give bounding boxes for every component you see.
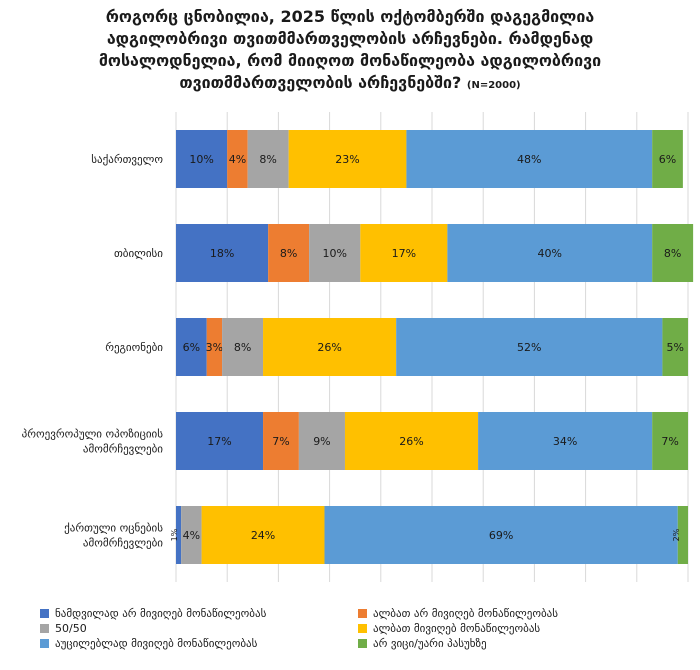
legend-item: ალბათ მივიღებ მონაწილეობას (358, 621, 540, 636)
bar-segment (324, 506, 678, 564)
data-label: 1% (170, 528, 179, 541)
legend-label: ალბათ მივიღებ მონაწილეობას (373, 622, 541, 635)
data-label: 9% (313, 435, 330, 448)
data-label: 3% (206, 341, 223, 354)
bar-segment (176, 412, 264, 470)
data-label: 18% (210, 247, 234, 260)
legend-swatch (358, 624, 367, 633)
category-label-line: ქართული ოცნების (64, 522, 163, 535)
title-line-1: როგორც ცნობილია, 2025 წლის ოქტომბერში და… (105, 7, 595, 26)
bar-segment (263, 318, 397, 376)
title-line-4-text: თვითმმართველობის არჩევნებში? (179, 73, 462, 92)
bar-segment (227, 130, 248, 188)
category-label-line: საქართველო (91, 153, 163, 166)
bar-segment (268, 224, 310, 282)
chart-title: როგორც ცნობილია, 2025 წლის ოქტომბერში და… (0, 6, 700, 97)
bar-segment (344, 412, 479, 470)
category-label: პროევროპული ოპოზიციის ამომრჩევლები (22, 428, 164, 456)
category-label-line: ამომრჩევლები (83, 443, 163, 456)
bar-segment (406, 130, 653, 188)
legend-item: ალბათ არ მივიღებ მონაწილეობას (358, 606, 558, 621)
legend-label: 50/50 (55, 622, 87, 635)
category-label: ქართული ოცნების ამომრჩევლები (64, 522, 163, 550)
bar-segment (677, 506, 688, 564)
data-label: 7% (661, 435, 678, 448)
data-label: 48% (517, 153, 541, 166)
legend-item: ნამდვილად არ მივიღებ მონაწილეობას (40, 606, 266, 621)
data-label: 40% (538, 247, 562, 260)
legend-swatch (40, 624, 49, 633)
legend-swatch (358, 609, 367, 618)
bar-segment (396, 318, 663, 376)
legend-label: არ ვიცი/უარი პასუხზე (373, 637, 487, 650)
legend-label: ნამდვილად არ მივიღებ მონაწილეობას (55, 607, 267, 620)
title-line-3: მოსალოდნელია, რომ მიიღოთ მონაწილეობა ადგ… (98, 51, 602, 70)
data-label: 26% (317, 341, 341, 354)
data-label: 8% (234, 341, 251, 354)
data-label: 52% (517, 341, 541, 354)
bar-segment (206, 318, 223, 376)
data-label: 7% (272, 435, 289, 448)
data-label: 24% (251, 529, 275, 542)
legend-swatch (40, 639, 49, 648)
category-label-line: ამომრჩევლები (83, 537, 163, 550)
data-label: 8% (664, 247, 681, 260)
bar-segment (298, 412, 345, 470)
sample-size-note: (N=2000) (466, 80, 521, 91)
data-label: 8% (259, 153, 276, 166)
data-label: 10% (322, 247, 346, 260)
title-line-2: ადგილობრივი თვითმმართველობის არჩევნები. … (106, 29, 594, 48)
category-label: რეგიონები (105, 341, 163, 354)
data-label: 26% (399, 435, 423, 448)
data-label: 10% (189, 153, 213, 166)
legend-item: აუცილებლად მივიღებ მონაწილეობას (40, 636, 257, 651)
data-label: 6% (183, 341, 200, 354)
category-label-line: პროევროპული ოპოზიციის (22, 428, 164, 441)
data-label: 69% (489, 529, 513, 542)
bar-segment (652, 412, 688, 470)
data-label: 5% (666, 341, 683, 354)
data-label: 17% (207, 435, 231, 448)
bar-segment (181, 506, 202, 564)
data-label: 34% (553, 435, 577, 448)
category-label-line: თბილისი (114, 247, 163, 260)
bar-segment (447, 224, 653, 282)
data-label: 6% (659, 153, 676, 166)
bar-segment (360, 224, 448, 282)
title-line-4: თვითმმართველობის არჩევნებში? (N=2000) (0, 72, 700, 97)
bar-segment (652, 224, 694, 282)
data-label: 23% (335, 153, 359, 166)
category-label: საქართველო (91, 153, 163, 166)
bar-segment (662, 318, 688, 376)
bar-segment (309, 224, 361, 282)
category-label: თბილისი (114, 247, 163, 260)
bar-segment (652, 130, 683, 188)
bar-segment (176, 318, 207, 376)
legend-item: 50/50 (40, 621, 87, 636)
bar-segment (201, 506, 325, 564)
data-label: 2% (672, 528, 681, 541)
legend-swatch (358, 639, 367, 648)
bar-segment (222, 318, 264, 376)
legend-label: ალბათ არ მივიღებ მონაწილეობას (373, 607, 558, 620)
bar-segment (288, 130, 407, 188)
bar-segment (263, 412, 299, 470)
bar-segment (176, 506, 182, 564)
data-label: 4% (183, 529, 200, 542)
data-label: 4% (229, 153, 246, 166)
legend-swatch (40, 609, 49, 618)
legend-label: აუცილებლად მივიღებ მონაწილეობას (55, 637, 258, 650)
legend-item: არ ვიცი/უარი პასუხზე (358, 636, 487, 651)
bar-segment (478, 412, 653, 470)
stacked-bar-chart: საქართველო 10% 4% 8% 23% 48% 6% თბილისი 18% 8% 10%… (22, 112, 694, 582)
category-label-line: რეგიონები (105, 341, 163, 354)
bar-segment (176, 130, 228, 188)
bar-segment (247, 130, 289, 188)
data-label: 17% (392, 247, 416, 260)
bar-segment (176, 224, 269, 282)
data-label: 8% (280, 247, 297, 260)
